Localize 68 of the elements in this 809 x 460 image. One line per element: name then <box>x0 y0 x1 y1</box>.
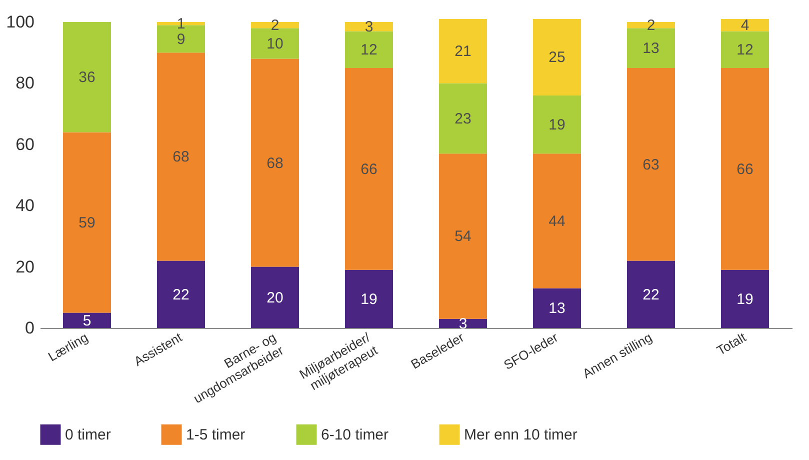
data-label: 3 <box>364 18 374 36</box>
bar <box>345 31 393 68</box>
bar <box>533 154 581 288</box>
bar <box>251 266 299 328</box>
data-label: 19 <box>360 290 378 308</box>
data-label: 13 <box>642 40 660 58</box>
bar <box>63 22 111 132</box>
legend-label: Mer enn 10 timer <box>464 426 578 444</box>
bar <box>721 68 769 270</box>
data-label: 4 <box>740 17 750 34</box>
data-label: 68 <box>172 148 190 166</box>
data-label: 12 <box>736 42 754 59</box>
data-label: 9 <box>176 30 186 48</box>
legend-label: 0 timer <box>65 426 111 444</box>
bar <box>345 22 393 32</box>
data-label: 20 <box>266 289 284 306</box>
bar <box>721 19 769 32</box>
bar <box>533 19 581 96</box>
data-label: 10 <box>266 35 284 52</box>
legend-label: 6-10 timer <box>321 426 389 444</box>
bar <box>721 31 769 68</box>
bar <box>533 288 581 328</box>
data-label: 25 <box>548 49 566 66</box>
data-label: 63 <box>642 156 660 174</box>
bar <box>533 95 581 154</box>
data-label: 19 <box>548 116 566 134</box>
bar <box>63 312 111 328</box>
data-label: 36 <box>78 69 96 86</box>
y-tick-label: 20 <box>16 257 34 276</box>
y-tick-label: 100 <box>6 12 34 32</box>
data-label: 21 <box>454 43 472 60</box>
x-tick-label: Totalt <box>714 329 749 358</box>
bar <box>627 28 675 68</box>
data-label: 68 <box>266 154 284 172</box>
y-tick-label: 60 <box>16 134 34 154</box>
data-label: 59 <box>78 214 96 232</box>
data-label: 54 <box>454 228 472 246</box>
bar <box>439 83 487 154</box>
y-tick-label: 80 <box>16 74 34 93</box>
data-label: 22 <box>642 286 660 304</box>
bar <box>157 52 205 261</box>
data-label: 2 <box>646 17 656 34</box>
y-tick-label: 0 <box>25 318 34 338</box>
bar <box>251 28 299 59</box>
data-label: 13 <box>548 300 566 318</box>
bar <box>439 318 487 328</box>
bar <box>63 132 111 313</box>
bar <box>721 270 769 328</box>
data-label: 19 <box>736 290 754 308</box>
y-tick-label: 40 <box>16 196 34 216</box>
data-label: 44 <box>548 212 566 230</box>
data-label: 12 <box>360 42 378 59</box>
data-label: 5 <box>82 312 92 330</box>
legend-label: 1-5 timer <box>186 426 246 444</box>
data-label: 22 <box>172 286 190 304</box>
data-label: 3 <box>458 315 468 332</box>
data-label: 66 <box>736 160 754 178</box>
data-label: 2 <box>270 17 280 34</box>
bar <box>439 19 487 84</box>
bar <box>439 154 487 319</box>
data-label: 23 <box>454 110 472 128</box>
bar <box>345 68 393 270</box>
bar <box>251 58 299 267</box>
bar <box>627 68 675 261</box>
bar <box>627 260 675 328</box>
bar <box>157 260 205 328</box>
data-label: 66 <box>360 160 378 178</box>
bar <box>345 270 393 328</box>
